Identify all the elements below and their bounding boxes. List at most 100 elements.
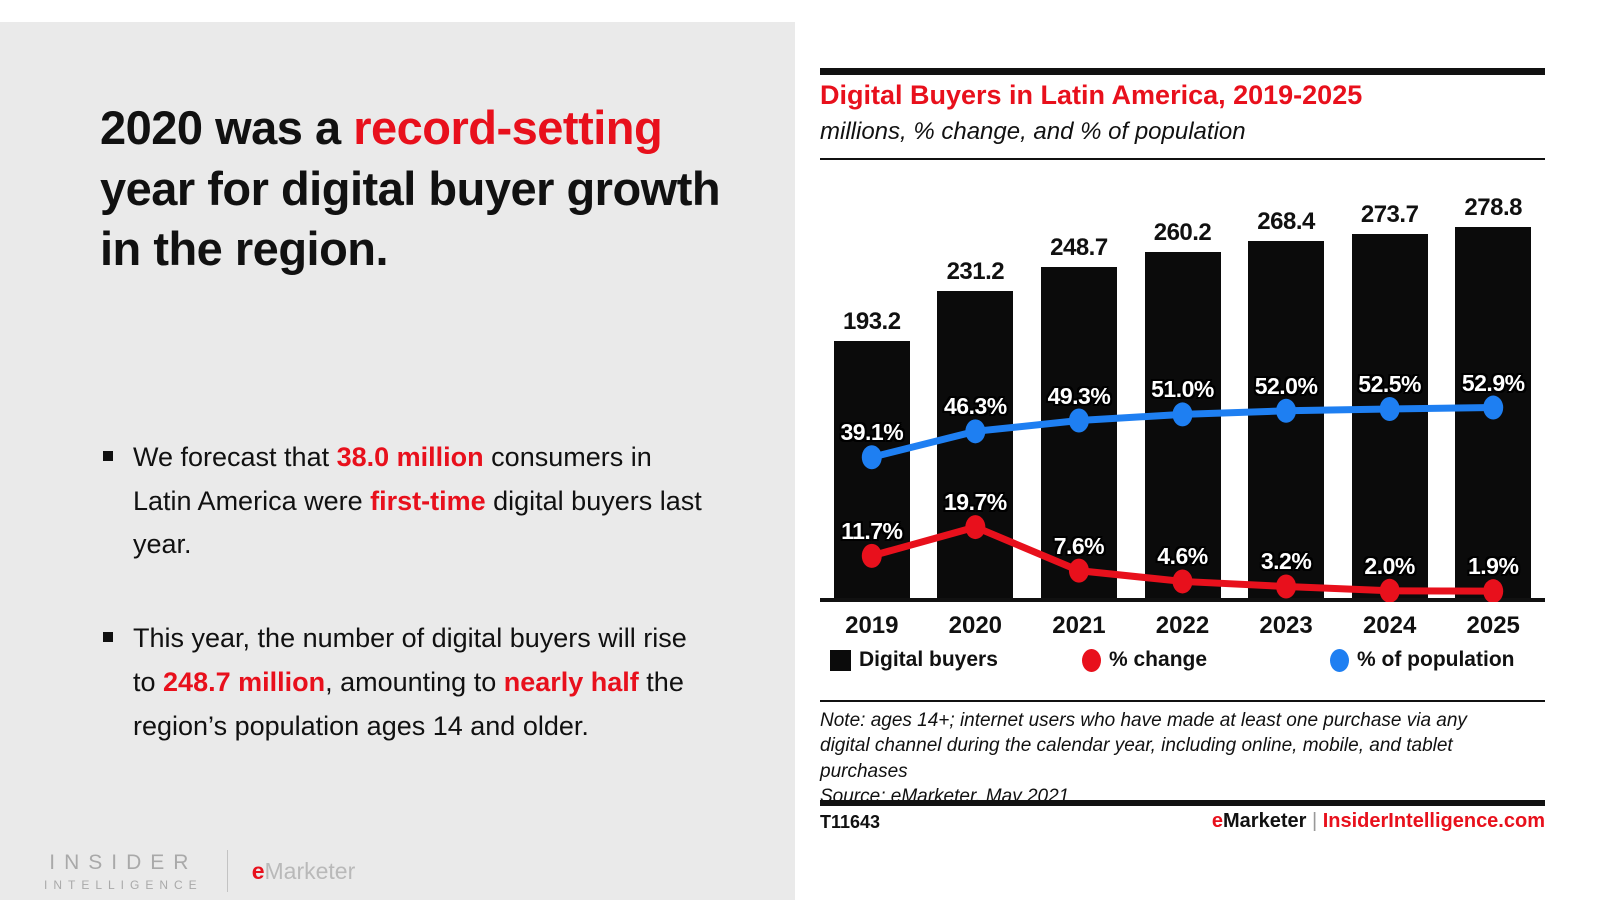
chart-top-rule — [820, 68, 1545, 75]
x-axis-label-2022: 2022 — [1155, 612, 1210, 639]
chart-panel: Digital Buyers in Latin America, 2019-20… — [820, 0, 1545, 900]
legend-dot-icon — [1082, 648, 1101, 672]
text-segment: InsiderIntelligence.com — [1322, 810, 1545, 832]
line-value-label: 52.0% — [1254, 372, 1318, 399]
data-point-marker — [1276, 574, 1297, 599]
chart-note: Note: ages 14+; internet users who have … — [820, 710, 1467, 808]
logo-line-insider: INSIDER — [49, 850, 198, 874]
note-top-rule — [820, 700, 1545, 702]
logo-divider — [226, 850, 228, 892]
bar-value-label: 268.4 — [1257, 208, 1315, 236]
data-point-marker — [1068, 558, 1089, 583]
text-segment: 248.7 million — [163, 666, 326, 697]
line-series-overlay — [861, 395, 1504, 602]
line-value-label: 39.1% — [840, 419, 904, 446]
text-segment: Marketer — [1223, 810, 1307, 832]
legend-label: % change — [1109, 648, 1208, 671]
line-value-label: 52.9% — [1461, 369, 1525, 396]
text-segment: the region’s population ages 14 and olde… — [133, 666, 684, 741]
bar-value-label: 193.2 — [843, 308, 901, 336]
line-value-label: 19.7% — [943, 489, 1007, 516]
text-segment: digital buyers last year. — [133, 485, 702, 560]
data-point-marker — [965, 419, 986, 444]
bar-2021 — [1040, 267, 1117, 598]
text-segment: consumers in Latin America were — [133, 442, 652, 516]
text-segment: record-setting — [353, 101, 663, 154]
data-point-marker — [1068, 408, 1089, 433]
emarketer-wordmark: eMarketer — [252, 858, 356, 885]
text-segment: nearly half — [503, 666, 639, 697]
text-segment: We forecast that — [133, 442, 337, 472]
chart-subtitle: millions, % change, and % of population — [820, 118, 1246, 145]
line-value-label: 51.0% — [1151, 376, 1214, 403]
bar-value-label: 273.7 — [1360, 200, 1419, 228]
headline: 2020 was a record-setting year for digit… — [100, 98, 730, 280]
data-point-marker — [1379, 397, 1400, 421]
bullet-item-this-year: This year, the number of digital buyers … — [103, 617, 713, 748]
bullet-text: This year, the number of digital buyers … — [133, 617, 713, 748]
text-segment: | — [1306, 810, 1323, 832]
data-point-marker — [1379, 578, 1400, 602]
legend-square-icon — [830, 649, 851, 671]
text-segment: first-time — [370, 485, 486, 516]
line-value-label: 2.0% — [1364, 552, 1415, 579]
line-value-label: 3.2% — [1260, 548, 1312, 575]
text-segment: 38.0 million — [336, 442, 484, 472]
footer-rule — [820, 800, 1545, 806]
chart-header-rule — [820, 158, 1545, 160]
bar-value-label: 248.7 — [1050, 234, 1108, 262]
data-point-marker — [1483, 395, 1504, 420]
x-axis-label-2021: 2021 — [1052, 612, 1106, 639]
chart-legend: Digital buyers % change % of population — [820, 648, 1545, 682]
line-value-label: 4.6% — [1157, 543, 1208, 570]
line-value-label: 7.6% — [1053, 532, 1105, 559]
legend-item--change: % change — [1082, 648, 1207, 672]
x-axis-label-2023: 2023 — [1259, 612, 1313, 639]
chart-plot-area: 193.2 231.2 248.7 260.2 268.4 273.7 278.8 11.7%… — [820, 192, 1545, 602]
bar-value-label: 231.2 — [946, 257, 1005, 285]
text-segment: 2020 was a — [100, 101, 354, 154]
line-value-label: 1.9% — [1467, 553, 1519, 580]
chart-title: Digital Buyers in Latin America, 2019-20… — [820, 80, 1363, 110]
footer-brand[interactable]: eMarketer | InsiderIntelligence.com — [1212, 810, 1545, 833]
data-point-marker — [861, 543, 882, 568]
text-segment: , amounting to — [325, 666, 504, 697]
data-point-marker — [1172, 569, 1193, 594]
data-point-marker — [1276, 398, 1297, 423]
line-value-label: 46.3% — [943, 393, 1007, 420]
emarketer-e: e — [251, 857, 265, 884]
insider-intelligence-logo: INSIDER INTELLIGENCE eMarketer — [44, 850, 355, 892]
data-point-marker — [1172, 402, 1193, 427]
bullet-square-icon — [103, 451, 113, 461]
left-text-panel: 2020 was a record-setting year for digit… — [0, 22, 795, 900]
text-segment: e — [1211, 810, 1223, 832]
legend-label: % of population — [1357, 648, 1515, 671]
bullet-item-forecast: We forecast that 38.0 million consumers … — [103, 436, 713, 567]
data-point-marker — [1483, 579, 1504, 602]
line-value-label: 52.5% — [1358, 371, 1421, 397]
bullet-square-icon — [103, 632, 113, 643]
x-axis-line — [820, 598, 1545, 602]
bar-value-label: 260.2 — [1153, 218, 1212, 246]
bullet-text: We forecast that 38.0 million consumers … — [133, 436, 713, 567]
text-segment: This year, the number of digital buyers … — [133, 623, 687, 697]
x-axis-label-2020: 2020 — [948, 612, 1003, 639]
chart-id-label: T11643 — [820, 812, 881, 832]
emarketer-rest: Marketer — [264, 857, 356, 884]
x-axis-label-2019: 2019 — [845, 612, 899, 639]
legend-item--of-population: % of population — [1330, 648, 1514, 672]
bar-2020 — [937, 290, 1014, 598]
data-point-marker — [965, 515, 986, 540]
legend-label: Digital buyers — [859, 648, 998, 671]
data-point-marker — [861, 445, 882, 470]
x-axis-labels: 2019 2020 2021 2022 2023 2024 2025 — [820, 612, 1545, 642]
x-axis-label-2024: 2024 — [1362, 612, 1417, 639]
bullet-list: We forecast that 38.0 million consumers … — [103, 436, 713, 798]
line-value-label: 11.7% — [841, 517, 903, 544]
insider-intelligence-wordmark: INSIDER INTELLIGENCE — [44, 851, 203, 892]
legend-item-Digital-buyers: Digital buyers — [830, 648, 998, 672]
bar-value-label: 278.8 — [1464, 194, 1522, 222]
text-segment: year for digital buyer growth in the reg… — [100, 161, 721, 276]
x-axis-label-2025: 2025 — [1466, 612, 1520, 639]
legend-dot-icon — [1330, 648, 1349, 672]
